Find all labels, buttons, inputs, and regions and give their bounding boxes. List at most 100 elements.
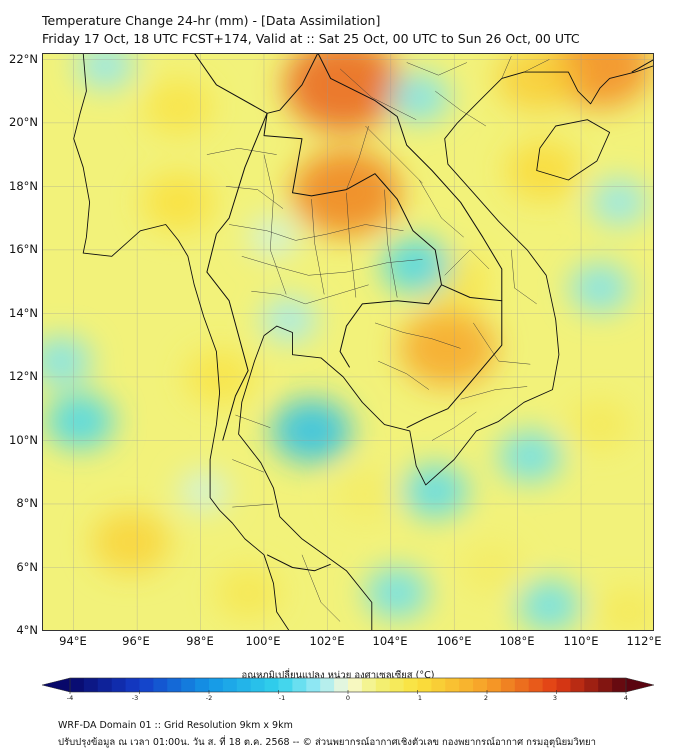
colorbar-max-arrow [625,677,655,693]
colorbar-cell [417,678,432,692]
lon-label-112e: 112°E [626,634,662,648]
colorbar-cell [570,678,585,692]
colorbar-cell [209,678,224,692]
province-boundary [473,322,531,365]
lon-label-102e: 102°E [309,634,345,648]
country-border [266,554,331,572]
country-border [193,53,319,114]
colorbar-cell [181,678,196,692]
colorbar-cells [70,678,627,692]
lon-label-106e: 106°E [436,634,472,648]
cool-anomaly-blob [498,430,563,483]
colorbar-cell [195,678,210,692]
province-boundaries [206,56,550,622]
lat-label-20n: 20°N [9,115,38,129]
lon-label-94e: 94°E [59,634,87,648]
warm-anomaly-blob [142,173,215,232]
coastlines [73,53,654,631]
warm-anomaly-blob [284,53,402,132]
province-boundary [251,284,369,305]
colorbar-cell [236,678,252,692]
coastline [73,53,290,631]
temperature-change-field [42,53,654,631]
province-boundary [374,322,461,349]
province-boundary [419,179,464,238]
colorbar-tick-label: 1 [417,694,423,702]
country-border [216,113,268,235]
footer-model-info: WRF-DA Domain 01 :: Grid Resolution 9km … [58,720,293,731]
colorbar-cell [278,678,293,692]
cool-anomaly-blob [517,579,582,631]
cool-anomaly-blob [271,398,352,464]
country-border [317,53,503,301]
colorbar-cell [528,678,543,692]
province-boundary [339,68,417,120]
lat-label-12n: 12°N [9,369,38,383]
cool-anomaly-blob [178,471,229,512]
lat-label-6n: 6°N [16,560,38,574]
colorbar-cell [139,678,154,692]
cool-anomaly-blob [402,464,469,519]
warm-anomaly-blob [496,53,577,111]
colorbar-cell [473,678,488,692]
province-boundary [444,249,490,276]
warm-anomaly-blob [143,79,213,135]
province-boundary [225,186,284,209]
cool-anomaly-blob [381,237,451,294]
footer-credit: ปรับปรุงข้อมูล ณ เวลา 01:00น. วัน ส. ที่… [58,737,596,748]
colorbar-cell [403,678,418,692]
lon-label-108e: 108°E [499,634,535,648]
colorbar-cell [361,678,377,692]
colorbar-cell [306,678,321,692]
country-borders [193,53,654,572]
coastline [536,119,611,181]
province-boundary [406,62,467,76]
coastline [238,65,654,631]
colorbar-min-arrow [41,677,71,693]
map-frame [42,53,654,631]
province-boundary [511,249,537,305]
colorbar-tick-label: 0 [345,694,351,702]
province-boundary [232,503,274,508]
country-border [263,113,442,368]
cool-anomaly-blob [590,178,649,226]
province-boundary [311,199,325,295]
colorbar-cell [153,678,168,692]
colorbar-cell [264,678,279,692]
warm-anomaly-blob [596,586,654,631]
colorbar-tick-label: -3 [131,694,139,702]
colorbar-cell [222,678,238,692]
colorbar-cell [431,678,446,692]
colorbar-tick-label: -1 [278,694,286,702]
lat-lon-gridlines [42,53,654,631]
province-boundary [241,256,423,276]
warm-anomaly-blob [91,510,170,574]
lat-label-10n: 10°N [9,433,38,447]
lat-label-22n: 22°N [9,52,38,66]
province-boundary [431,411,477,441]
warm-anomaly-blob [335,469,396,520]
province-boundary [378,360,430,390]
warm-anomaly-blob [505,140,581,201]
warm-anomaly-blob [568,398,632,451]
lat-label-8n: 8°N [16,496,38,510]
province-boundary [384,189,398,298]
warm-anomaly-blob [214,566,282,620]
colorbar-cell [542,678,557,692]
colorbar-tick-label: 2 [483,694,489,702]
colorbar-cell [97,678,113,692]
lon-label-98e: 98°E [186,634,214,648]
colorbar-cell [584,678,599,692]
lat-label-18n: 18°N [9,179,38,193]
colorbar-cell [250,678,265,692]
province-boundary [501,56,512,79]
province-boundary [229,224,404,241]
lon-label-110e: 110°E [563,634,599,648]
colorbar-cell [375,678,391,692]
colorbar-tick-label: -4 [66,694,74,702]
colorbar-cell [445,678,460,692]
colorbar-cell [111,678,126,692]
colorbar-cell [487,678,502,692]
cool-anomaly-blob [388,72,450,123]
lat-label-16n: 16°N [9,242,38,256]
